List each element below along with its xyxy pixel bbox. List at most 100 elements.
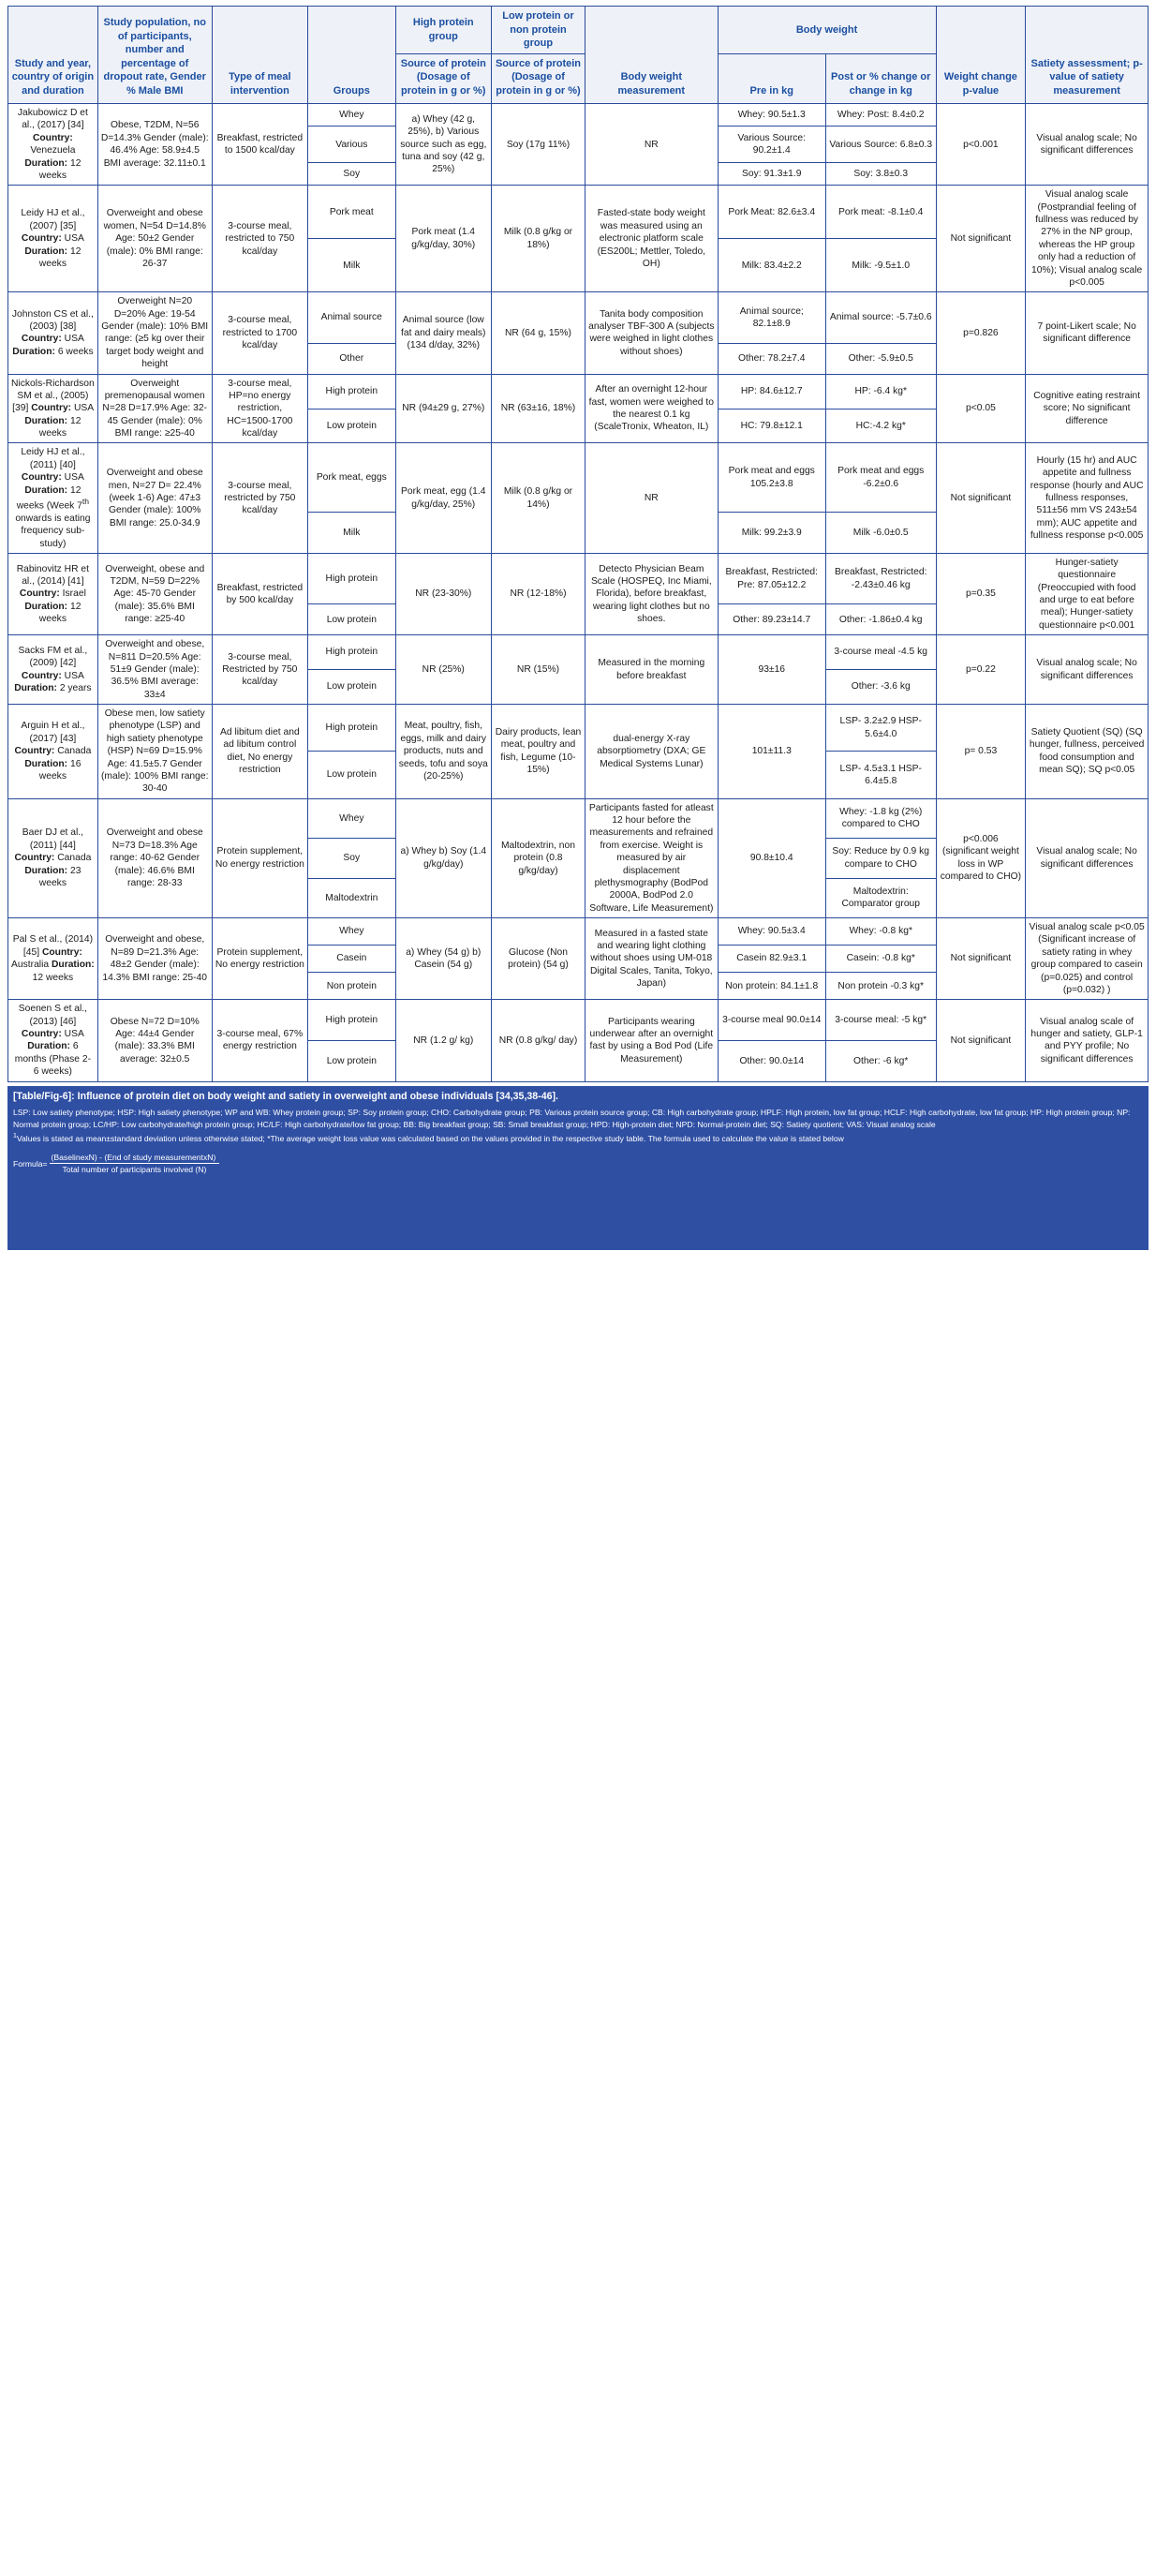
table-row: Low protein HC: 79.8±12.1 HC:-4.2 kg* bbox=[8, 408, 1149, 444]
cell-population: Overweight and obese, N=89 D=21.3% Age: … bbox=[96, 917, 213, 1001]
cell-study: Baer DJ et al., (2011) [44] Country: Can… bbox=[7, 797, 98, 919]
evidence-table: Study and year, country of origin and du… bbox=[7, 5, 1149, 1082]
cell-group: High protein bbox=[307, 704, 396, 752]
cell-group: Milk bbox=[307, 511, 396, 554]
cell-pre-weight: Animal source; 82.1±8.9 bbox=[717, 291, 826, 344]
cell-source-low-protein: Soy (17g 11%) bbox=[490, 103, 586, 186]
col-group-low-protein: Low protein or non protein group bbox=[490, 6, 586, 54]
table-caption: [Table/Fig-6]: Influence of protein diet… bbox=[7, 1085, 1149, 1106]
legend-footnote-text: Values is stated as mean±standard deviat… bbox=[16, 1133, 844, 1143]
cell-pre-weight: Breakfast, Restricted: Pre: 87.05±12.2 bbox=[717, 552, 826, 605]
cell-satiety-assessment: Visual analog scale of hunger and satiet… bbox=[1025, 999, 1149, 1082]
table-row: Johnston CS et al., (2003) [38] Country:… bbox=[7, 291, 1149, 375]
cell-satiety-assessment: Visual analog scale; No significant diff… bbox=[1025, 103, 1149, 186]
cell-bodyweight-measurement: Measured in a fasted state and wearing l… bbox=[585, 917, 719, 1001]
cell-source-low-protein: Glucose (Non protein) (54 g) bbox=[490, 917, 586, 1001]
cell-group: Other bbox=[307, 342, 396, 375]
header-row-group: Study and year, country of origin and du… bbox=[7, 5, 1149, 105]
cell-pre-weight: Other: 90.0±14 bbox=[717, 1039, 826, 1082]
cell-population: Overweight and obese, N=811 D=20.5% Age:… bbox=[96, 634, 213, 706]
cell-pre-weight: Various Source: 90.2±1.4 bbox=[717, 125, 826, 164]
header-row-sub: Source of protein (Dosage of protein in … bbox=[8, 52, 1149, 105]
cell-weight-change-pvalue: p<0.05 bbox=[935, 373, 1027, 444]
cell-study: Jakubowicz D et al., (2017) [34] Country… bbox=[7, 103, 98, 186]
cell-pre-weight: Milk: 83.4±2.2 bbox=[717, 238, 826, 293]
cell-post-weight: Milk: -9.5±1.0 bbox=[824, 238, 937, 293]
cell-source-low-protein: Dairy products, lean meat, poultry and f… bbox=[490, 704, 586, 799]
cell-group: High protein bbox=[307, 552, 396, 605]
cell-satiety-assessment: Visual analog scale; No significant diff… bbox=[1025, 797, 1149, 919]
cell-source-high-protein: NR (23-30%) bbox=[394, 552, 492, 636]
cell-post-weight: Other: -6 kg* bbox=[824, 1039, 937, 1082]
cell-weight-change-pvalue: Not significant bbox=[935, 917, 1027, 1001]
cell-pre-weight: Whey: 90.5±3.4 bbox=[717, 917, 826, 946]
cell-weight-change-pvalue: Not significant bbox=[935, 185, 1027, 293]
col-header-population: Study population, no of participants, nu… bbox=[96, 5, 213, 105]
cell-satiety-assessment: Hourly (15 hr) and AUC appetite and full… bbox=[1025, 442, 1149, 554]
cell-study: Soenen S et al., (2013) [46] Country: US… bbox=[7, 999, 98, 1082]
cell-source-low-protein: Maltodextrin, non protein (0.8 g/kg/day) bbox=[490, 797, 586, 919]
table-row: Pal S et al., (2014) [45] Country: Austr… bbox=[7, 917, 1149, 1001]
cell-bodyweight-measurement: Participants fasted for atleast 12 hour … bbox=[585, 797, 719, 919]
cell-satiety-assessment: Cognitive eating restraint score; No sig… bbox=[1025, 373, 1149, 444]
cell-study: Johnston CS et al., (2003) [38] Country:… bbox=[7, 291, 98, 375]
cell-source-high-protein: Animal source (low fat and dairy meals) … bbox=[394, 291, 492, 375]
cell-pre-weight: HP: 84.6±12.7 bbox=[717, 373, 826, 409]
cell-group: Whey bbox=[307, 103, 396, 127]
col-header-groups: Groups bbox=[307, 5, 396, 105]
cell-bodyweight-measurement: Tanita body composition analyser TBF-300… bbox=[585, 291, 719, 375]
cell-post-weight: Breakfast, Restricted: -2.43±0.46 kg bbox=[824, 552, 937, 605]
cell-meal-type: Breakfast, restricted to 1500 kcal/day bbox=[211, 103, 309, 186]
cell-satiety-assessment: Visual analog scale p<0.05 (Significant … bbox=[1025, 917, 1149, 1001]
cell-weight-change-pvalue: p=0.826 bbox=[935, 291, 1027, 375]
cell-weight-change-pvalue: p= 0.53 bbox=[935, 704, 1027, 799]
cell-pre-weight: 3-course meal 90.0±14 bbox=[717, 999, 826, 1041]
cell-meal-type: 3-course meal, restricted by 750 kcal/da… bbox=[211, 442, 309, 554]
cell-post-weight: 3-course meal -4.5 kg bbox=[824, 634, 937, 671]
cell-population: Obese, T2DM, N=56 D=14.3% Gender (male):… bbox=[96, 103, 213, 186]
cell-weight-change-pvalue: p=0.22 bbox=[935, 634, 1027, 706]
cell-post-weight: Whey: Post: 8.4±0.2 bbox=[824, 103, 937, 127]
cell-pre-weight: HC: 79.8±12.1 bbox=[717, 408, 826, 444]
table-row: Arguin H et al., (2017) [43] Country: Ca… bbox=[7, 704, 1149, 799]
cell-source-low-protein: Milk (0.8 g/kg or 18%) bbox=[490, 185, 586, 293]
cell-post-weight: HC:-4.2 kg* bbox=[824, 408, 937, 444]
cell-post-weight: Other: -5.9±0.5 bbox=[824, 342, 937, 375]
cell-group: Soy bbox=[307, 162, 396, 186]
col-header-bw-measurement: Body weight measurement bbox=[585, 5, 719, 105]
cell-post-weight: Pork meat: -8.1±0.4 bbox=[824, 185, 937, 240]
table-row: Soy Soy: 91.3±1.9 Soy: 3.8±0.3 bbox=[8, 162, 1149, 186]
table-row: Soenen S et al., (2013) [46] Country: US… bbox=[7, 999, 1149, 1082]
cell-group: Various bbox=[307, 125, 396, 164]
cell-source-low-protein: Milk (0.8 g/kg or 14%) bbox=[490, 442, 586, 554]
cell-pre-weight: Whey: 90.5±1.3 bbox=[717, 103, 826, 127]
cell-group: Non protein bbox=[307, 972, 396, 1001]
cell-bodyweight-measurement: Participants wearing underwear after an … bbox=[585, 999, 719, 1082]
cell-post-weight: Whey: -0.8 kg* bbox=[824, 917, 937, 946]
cell-satiety-assessment: Satiety Quotient (SQ) (SQ hunger, fullne… bbox=[1025, 704, 1149, 799]
cell-study: Nickols-Richardson SM et al., (2005) [39… bbox=[7, 373, 98, 444]
cell-satiety-assessment: Hunger-satiety questionnaire (Preoccupie… bbox=[1025, 552, 1149, 636]
cell-satiety-assessment: Visual analog scale; No significant diff… bbox=[1025, 634, 1149, 706]
formula-label: Formula= bbox=[13, 1158, 48, 1169]
legend-formula: Formula= (BaselinexN) - (End of study me… bbox=[13, 1153, 1143, 1175]
cell-study: Rabinovitz HR et al., (2014) [41] Countr… bbox=[7, 552, 98, 636]
cell-post-weight: Other: -1.86±0.4 kg bbox=[824, 603, 937, 636]
cell-satiety-assessment: 7 point-Likert scale; No significant dif… bbox=[1025, 291, 1149, 375]
col-header-pre-kg: Pre in kg bbox=[717, 52, 826, 105]
col-header-satiety: Satiety assessment; p-value of satiety m… bbox=[1025, 5, 1149, 105]
cell-population: Overweight and obese men, N=27 D= 22.4% … bbox=[96, 442, 213, 554]
cell-weight-change-pvalue: p<0.001 bbox=[935, 103, 1027, 186]
cell-meal-type: Protein supplement, No energy restrictio… bbox=[211, 797, 309, 919]
cell-source-low-protein: NR (63±16, 18%) bbox=[490, 373, 586, 444]
cell-post-weight: Soy: Reduce by 0.9 kg compare to CHO bbox=[824, 838, 937, 879]
cell-source-high-protein: a) Whey (54 g) b) Casein (54 g) bbox=[394, 917, 492, 1001]
cell-weight-change-pvalue: p<0.006 (significant weight loss in WP c… bbox=[935, 797, 1027, 919]
cell-bodyweight-measurement: Detecto Physician Beam Scale (HOSPEQ, In… bbox=[585, 552, 719, 636]
col-header-study: Study and year, country of origin and du… bbox=[7, 5, 98, 105]
cell-post-weight: Non protein -0.3 kg* bbox=[824, 972, 937, 1001]
cell-pre-weight: Soy: 91.3±1.9 bbox=[717, 162, 826, 186]
cell-post-weight: Other: -3.6 kg bbox=[824, 669, 937, 706]
legend-band-tail bbox=[7, 1184, 1149, 1251]
cell-group: Low protein bbox=[307, 669, 396, 706]
